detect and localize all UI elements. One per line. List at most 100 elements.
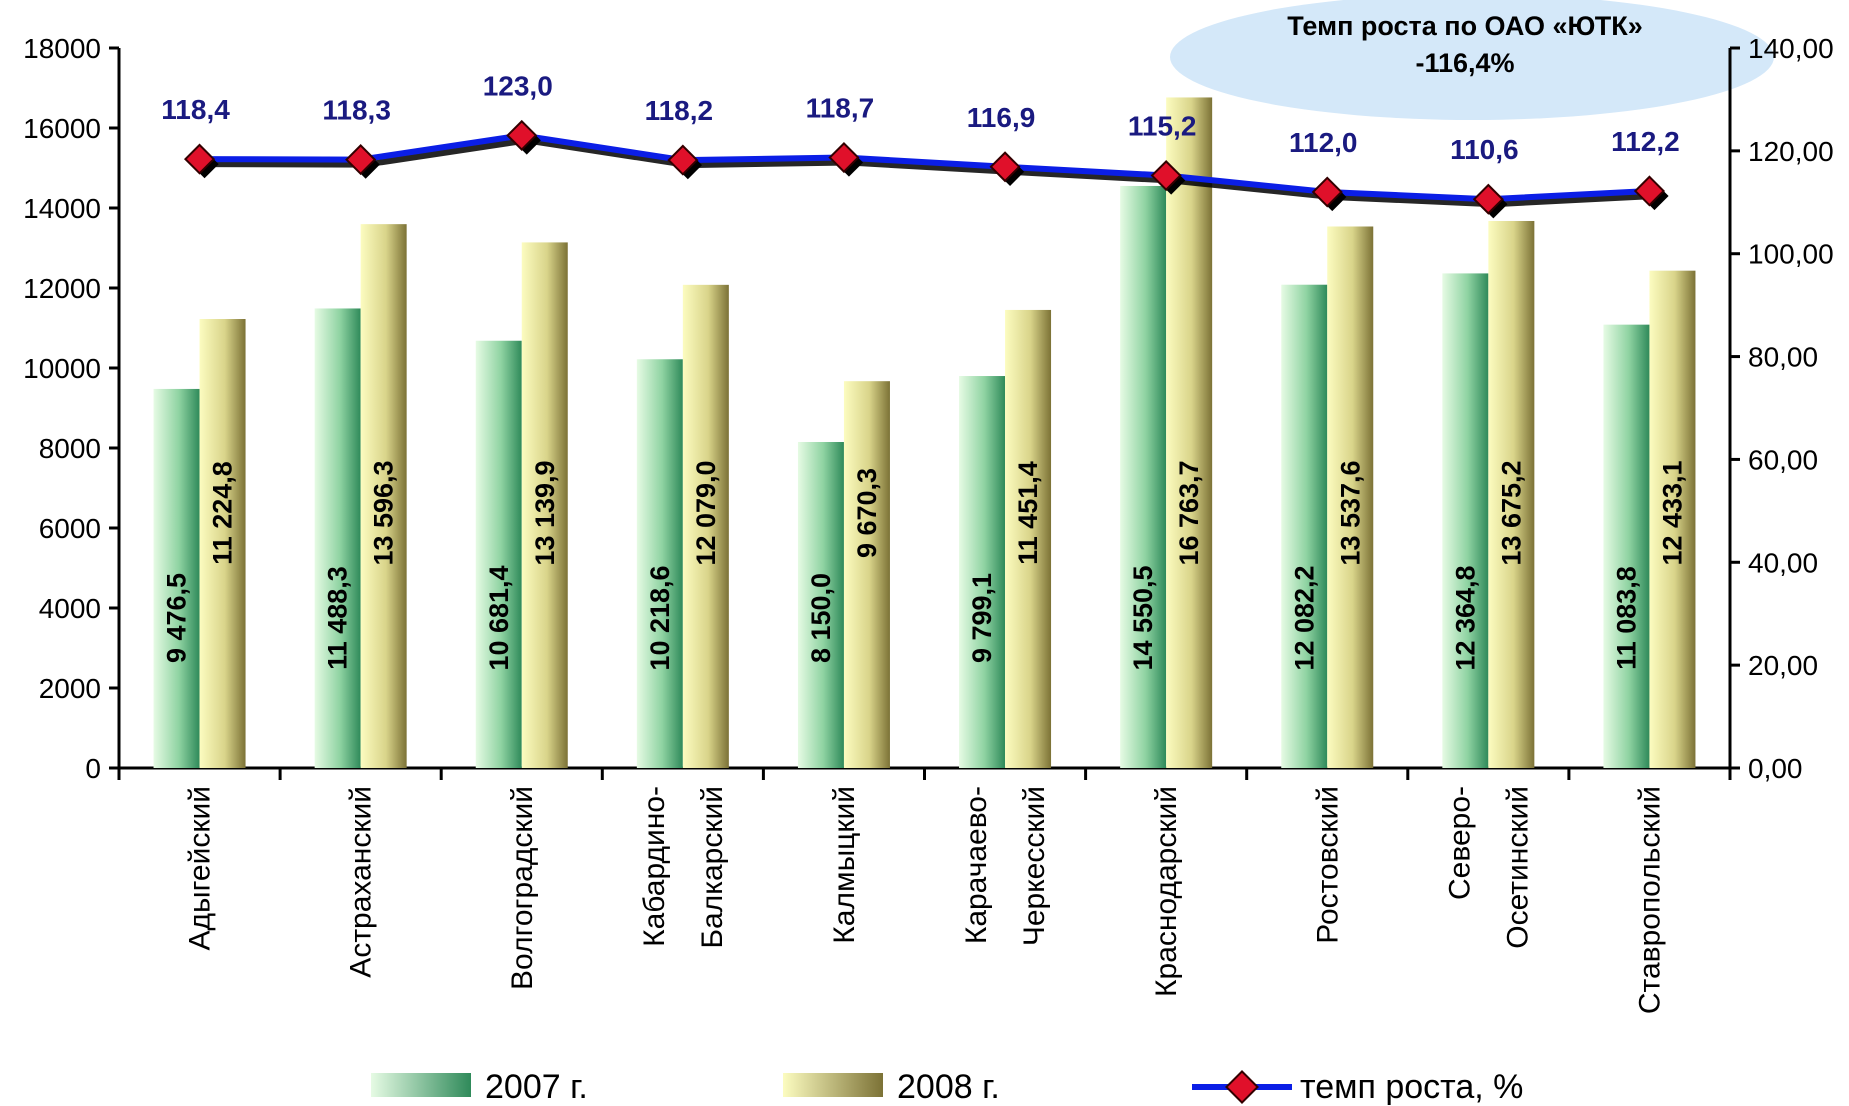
annotation-line-2: -116,4% xyxy=(1415,48,1514,78)
y-left-tick-label: 2000 xyxy=(39,673,101,704)
bar-label-2007: 10 681,4 xyxy=(484,565,514,670)
y-left-tick-label: 12000 xyxy=(23,273,101,304)
legend-label-rate: темп роста, % xyxy=(1300,1068,1523,1106)
legend-label-2008: 2008 г. xyxy=(897,1068,1000,1106)
category-label: Волгоградский xyxy=(506,786,539,990)
bar-2008 xyxy=(1327,226,1374,769)
bar-2008 xyxy=(360,224,407,768)
category-label: Осетинский xyxy=(1501,786,1534,949)
rate-marker xyxy=(345,144,377,176)
bar-2007 xyxy=(1442,273,1489,768)
category-label: Калмыцкий xyxy=(828,786,861,944)
legend-swatch-2007 xyxy=(371,1073,471,1097)
bar-2008 xyxy=(199,319,246,768)
legend-swatch-2008 xyxy=(783,1073,883,1097)
y-right-tick-label: 80,00 xyxy=(1748,342,1818,373)
bar-2007 xyxy=(959,376,1006,768)
y-left-tick-label: 0 xyxy=(85,753,101,784)
bar-2008 xyxy=(1488,220,1535,768)
rate-label: 115,2 xyxy=(1128,111,1197,142)
bar-2008 xyxy=(843,381,890,768)
bar-2007 xyxy=(636,359,683,768)
category-label: Кабардино- xyxy=(638,786,671,947)
bar-label-2007: 12 082,2 xyxy=(1289,565,1319,670)
bar-2007 xyxy=(475,340,522,768)
bar-label-2007: 9 799,1 xyxy=(967,573,997,663)
category-label: Северо- xyxy=(1443,786,1476,900)
bar-label-2007: 12 364,8 xyxy=(1450,565,1480,670)
rate-label: 112,0 xyxy=(1289,127,1358,158)
y-right-tick-label: 0,00 xyxy=(1748,753,1803,784)
annotation: Темп роста по ОАО «ЮТК» -116,4% xyxy=(1170,0,1774,120)
bar-2007 xyxy=(314,308,361,768)
bar-label-2008: 13 537,6 xyxy=(1335,460,1365,565)
bar-label-2008: 16 763,7 xyxy=(1174,460,1204,565)
category-label: Адыгейский xyxy=(184,786,217,950)
bar-2007 xyxy=(797,442,844,768)
category-label: Карачаево- xyxy=(960,786,993,944)
rate-line-layer xyxy=(183,119,1669,219)
bar-label-2008: 13 675,2 xyxy=(1496,460,1526,565)
rate-label: 123,0 xyxy=(483,70,553,101)
bar-2007 xyxy=(1603,324,1650,768)
category-label: Астраханский xyxy=(345,786,378,978)
y-left-tick-label: 18000 xyxy=(23,33,101,64)
bar-label-2008: 12 433,1 xyxy=(1657,460,1687,565)
bar-2007 xyxy=(1281,284,1328,768)
bar-label-2008: 13 596,3 xyxy=(369,460,399,565)
y-left-tick-label: 14000 xyxy=(23,193,101,224)
rate-marker xyxy=(1472,183,1504,215)
y-left-tick-label: 8000 xyxy=(39,433,101,464)
bar-2008 xyxy=(682,284,729,768)
axes-layer: 0 2000 4000 6000 8000 10000 12000 14000 16000 180… xyxy=(23,33,1834,784)
rate-marker xyxy=(1311,176,1343,208)
y-left-tick-label: 4000 xyxy=(39,593,101,624)
bar-label-2007: 14 550,5 xyxy=(1128,565,1158,670)
bar-label-2008: 11 451,4 xyxy=(1013,461,1043,565)
bar-label-2008: 13 139,9 xyxy=(530,460,560,565)
bar-label-2008: 12 079,0 xyxy=(691,460,721,565)
bar-label-2008: 9 670,3 xyxy=(852,468,882,558)
category-label: Краснодарский xyxy=(1150,786,1183,997)
rate-marker xyxy=(667,144,699,176)
rate-marker xyxy=(506,119,538,151)
y-right-tick-label: 60,00 xyxy=(1748,444,1818,475)
annotation-line-1: Темп роста по ОАО «ЮТК» xyxy=(1287,11,1642,41)
bar-label-2007: 9 476,5 xyxy=(162,573,192,663)
rate-marker xyxy=(1150,159,1182,192)
y-right-tick-label: 40,00 xyxy=(1748,547,1818,578)
legend-marker-rate xyxy=(1225,1070,1259,1104)
bar-label-2007: 11 488,3 xyxy=(323,566,353,670)
rate-label: 118,3 xyxy=(322,95,391,126)
category-label: Ростовский xyxy=(1311,786,1344,944)
annotation-bubble xyxy=(1170,0,1774,120)
rate-marker xyxy=(989,151,1021,183)
rate-label: 118,4 xyxy=(161,94,230,125)
rate-label: 118,7 xyxy=(806,93,875,124)
category-label: Балкарский xyxy=(696,786,729,949)
y-left-tick-label: 6000 xyxy=(39,513,101,544)
rate-label: 112,2 xyxy=(1611,126,1680,157)
y-right-tick-label: 20,00 xyxy=(1748,650,1818,681)
rate-label: 110,6 xyxy=(1450,134,1519,165)
y-left-tick-label: 10000 xyxy=(23,353,101,384)
bar-2007 xyxy=(153,388,200,768)
rate-line xyxy=(199,132,1650,203)
bar-label-2008: 11 224,8 xyxy=(208,461,238,565)
rate-line-shadow xyxy=(204,137,1655,208)
bar-2008 xyxy=(1005,309,1052,768)
bars-layer xyxy=(153,97,1696,769)
rate-label: 116,9 xyxy=(967,102,1036,133)
y-right-tick-label: 100,00 xyxy=(1748,239,1834,270)
bar-label-2007: 11 083,8 xyxy=(1611,566,1641,670)
bar-label-2007: 8 150,0 xyxy=(806,573,836,663)
rate-marker xyxy=(828,141,860,174)
bar-2008 xyxy=(521,242,568,769)
y-right-tick-label: 120,00 xyxy=(1748,136,1834,167)
y-right-tick-label: 140,00 xyxy=(1748,33,1834,64)
legend: 2007 г. 2008 г. темп роста, % xyxy=(371,1068,1523,1106)
rate-marker xyxy=(1633,175,1666,207)
rate-label: 118,2 xyxy=(645,95,714,126)
legend-label-2007: 2007 г. xyxy=(485,1068,588,1106)
